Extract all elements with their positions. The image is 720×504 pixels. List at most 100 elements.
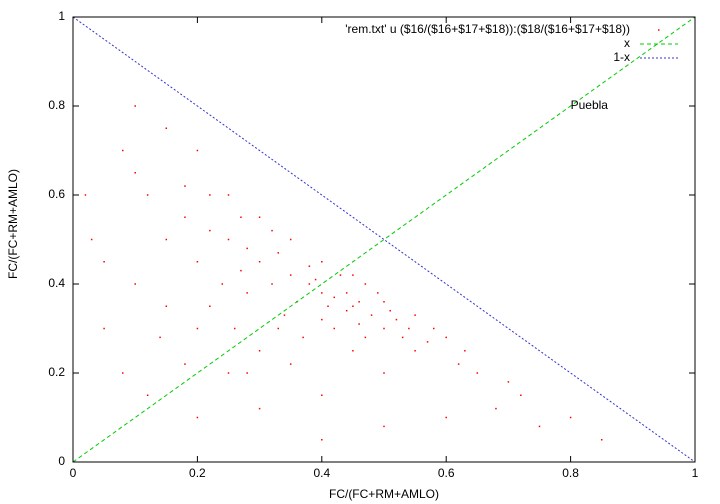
point xyxy=(383,301,385,303)
point xyxy=(196,149,199,152)
point xyxy=(103,327,105,330)
point xyxy=(258,350,261,352)
x-tick-label: 0 xyxy=(70,466,77,480)
point xyxy=(159,336,161,339)
point xyxy=(184,185,186,187)
point xyxy=(352,350,354,352)
point xyxy=(569,416,572,419)
x-tick-label: 0.2 xyxy=(189,466,206,480)
point xyxy=(457,363,460,365)
point xyxy=(184,363,186,365)
point xyxy=(134,172,136,174)
point xyxy=(209,194,211,196)
x-tick-label: 0.6 xyxy=(438,466,455,480)
point xyxy=(283,314,286,316)
point xyxy=(308,283,311,285)
point xyxy=(289,238,292,241)
point xyxy=(377,292,379,294)
point xyxy=(227,372,230,374)
point xyxy=(240,269,242,272)
legend-label: 1-x xyxy=(613,50,630,64)
point xyxy=(321,439,323,441)
point xyxy=(464,350,466,352)
point xyxy=(352,274,354,276)
point xyxy=(277,327,280,330)
y-tick-label: 1 xyxy=(58,9,65,23)
point xyxy=(165,305,168,307)
legend-label: x xyxy=(624,36,630,50)
point xyxy=(196,261,199,263)
point xyxy=(333,327,335,330)
line xyxy=(72,16,696,463)
point xyxy=(352,305,354,307)
point xyxy=(165,127,168,129)
line xyxy=(72,16,696,463)
point xyxy=(333,296,335,299)
point xyxy=(507,381,510,383)
point xyxy=(221,283,224,285)
legend-swatch xyxy=(658,29,660,31)
point xyxy=(426,341,429,343)
point xyxy=(383,425,385,428)
point xyxy=(103,261,105,263)
point xyxy=(122,372,124,374)
point xyxy=(308,265,311,267)
point xyxy=(227,194,230,196)
point xyxy=(240,216,242,218)
point xyxy=(84,194,87,196)
point xyxy=(339,274,342,276)
point xyxy=(258,407,261,410)
point xyxy=(358,301,360,303)
point xyxy=(271,229,273,232)
point xyxy=(246,247,248,250)
point xyxy=(122,149,124,152)
point xyxy=(414,314,416,316)
point xyxy=(321,292,323,294)
y-tick-label: 0.8 xyxy=(48,98,65,112)
point xyxy=(364,283,367,285)
point xyxy=(358,323,360,325)
x-tick-label: 0.4 xyxy=(313,466,330,480)
point xyxy=(408,327,410,330)
point xyxy=(321,318,323,321)
point xyxy=(277,252,280,254)
point xyxy=(495,407,497,410)
point xyxy=(321,261,323,263)
point xyxy=(445,336,447,339)
point xyxy=(314,278,317,281)
annotation: Puebla xyxy=(571,98,609,112)
point xyxy=(364,336,367,339)
point xyxy=(209,229,211,232)
y-tick-label: 0.2 xyxy=(48,365,65,379)
y-axis-label: FC/(FC+RM+AMLO) xyxy=(6,169,20,279)
point xyxy=(321,394,323,396)
point xyxy=(196,416,199,419)
point xyxy=(345,309,348,312)
point xyxy=(327,305,329,307)
y-tick-label: 0.6 xyxy=(48,187,65,201)
x-axis-label: FC/(FC+RM+AMLO) xyxy=(329,487,439,501)
point xyxy=(401,336,404,339)
point xyxy=(383,372,385,374)
legend-label: 'rem.txt' u ($16/($16+$17+$18)):($18/($1… xyxy=(345,22,630,36)
point xyxy=(196,327,199,330)
point xyxy=(538,425,541,428)
point xyxy=(258,261,261,263)
x-tick-label: 0.8 xyxy=(562,466,579,480)
point xyxy=(246,292,248,294)
point xyxy=(414,350,416,352)
point xyxy=(445,416,447,419)
point xyxy=(90,238,93,241)
point xyxy=(246,372,248,374)
point xyxy=(289,363,292,365)
point xyxy=(146,194,149,196)
point xyxy=(184,216,186,218)
point xyxy=(395,318,398,321)
point xyxy=(389,309,391,312)
point xyxy=(227,238,230,241)
point xyxy=(134,283,136,285)
point xyxy=(302,336,304,339)
point xyxy=(383,327,385,330)
point xyxy=(433,327,435,330)
point xyxy=(370,314,373,316)
